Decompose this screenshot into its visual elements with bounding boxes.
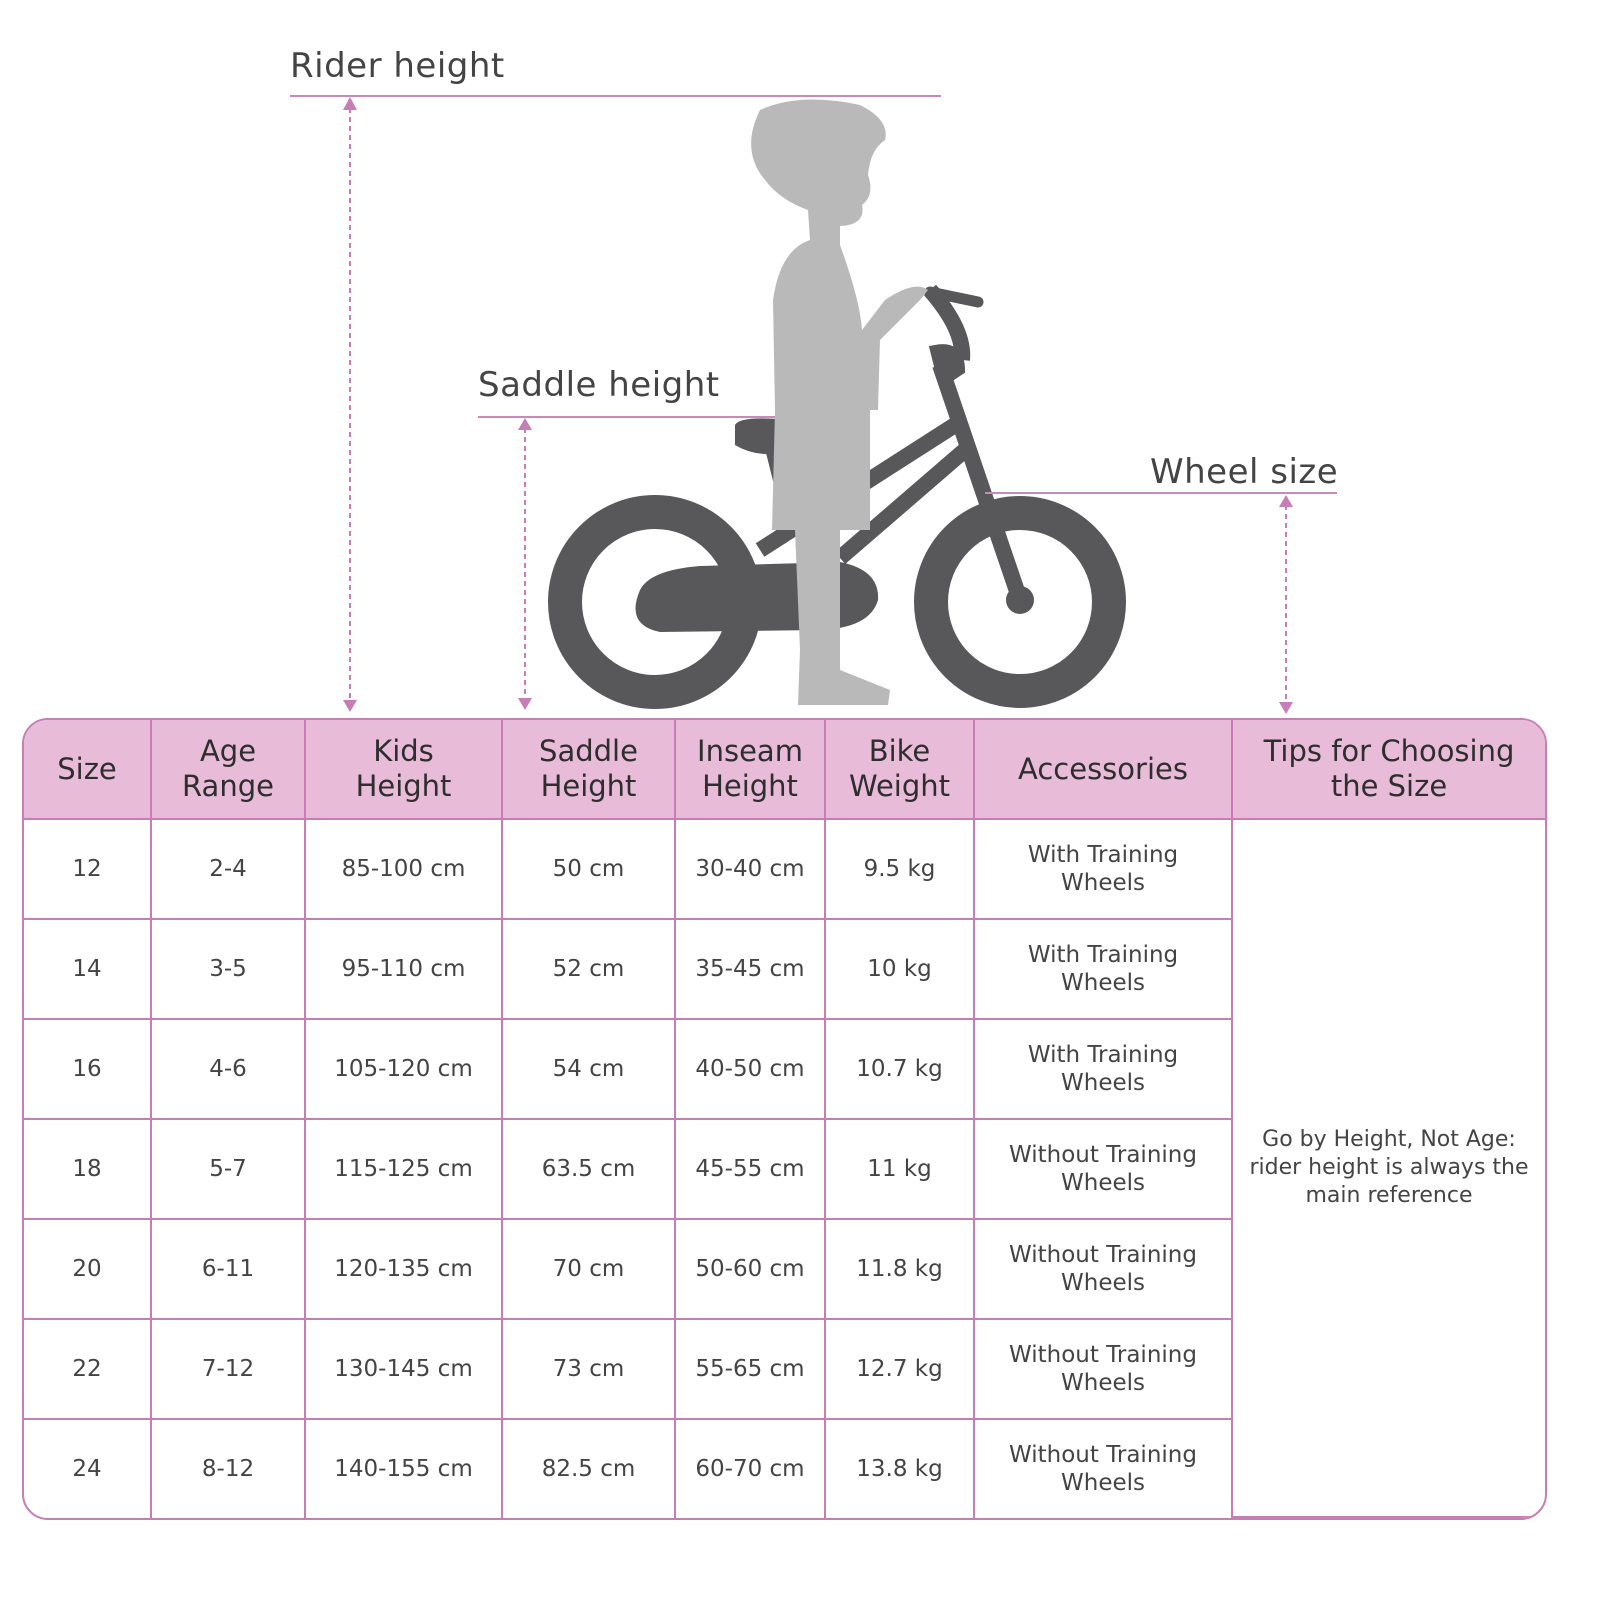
column-header-saddle-height: Saddle Height [503,720,676,820]
column-header-size: Size [24,720,152,820]
cell-bike-weight: 12.7 kg [826,1320,975,1420]
cell-saddle-height: 73 cm [503,1320,676,1420]
cell-accessories: Without Training Wheels [975,1120,1233,1220]
cell-size: 12 [24,820,152,920]
saddle-height-label: Saddle height [478,365,720,405]
cell-bike-weight: 13.8 kg [826,1420,975,1518]
cell-saddle-height: 54 cm [503,1020,676,1120]
cell-accessories: Without Training Wheels [975,1420,1233,1518]
arrow-up-icon [1279,495,1293,507]
wheel-size-label: Wheel size [1150,452,1339,492]
cell-bike-weight: 11 kg [826,1120,975,1220]
cell-accessories: With Training Wheels [975,820,1233,920]
cell-age-range: 5-7 [152,1120,306,1220]
table-row: 24 8-12 140-155 cm 82.5 cm 60-70 cm 13.8 kg Wi… [24,1420,1545,1518]
table-row: 18 5-7 115-125 cm 63.5 cm 45-55 cm 11 kg Witho… [24,1120,1545,1220]
column-header-tips: Tips for Choosing the Size [1233,720,1545,820]
cell-bike-weight: 11.8 kg [826,1220,975,1320]
table-row: 20 6-11 120-135 cm 70 cm 50-60 cm 11.8 kg With… [24,1220,1545,1320]
cell-age-range: 3-5 [152,920,306,1020]
cell-saddle-height: 50 cm [503,820,676,920]
cell-kids-height: 130-145 cm [306,1320,503,1420]
table-row: 16 4-6 105-120 cm 54 cm 40-50 cm 10.7 kg With … [24,1020,1545,1120]
arrow-down-icon [1279,702,1293,714]
table-row: 12 2-4 85-100 cm 50 cm 30-40 cm 9.5 kg With Tr… [24,820,1545,1518]
cell-inseam-height: 60-70 cm [676,1420,826,1518]
cell-accessories: With Training Wheels [975,1020,1233,1120]
cell-kids-height: 120-135 cm [306,1220,503,1320]
cell-saddle-height: 63.5 cm [503,1120,676,1220]
cell-accessories: Without Training Wheels [975,1220,1233,1320]
rider-height-label: Rider height [290,46,505,86]
cell-size: 22 [24,1320,152,1420]
cell-inseam-height: 30-40 cm [676,820,826,920]
cell-kids-height: 85-100 cm [306,820,503,920]
cell-inseam-height: 45-55 cm [676,1120,826,1220]
cell-age-range: 2-4 [152,820,306,920]
column-header-bike-weight: Bike Weight [826,720,975,820]
cell-accessories: With Training Wheels [975,920,1233,1020]
child-bike-illustration [290,95,1337,714]
cell-size: 20 [24,1220,152,1320]
cell-saddle-height: 82.5 cm [503,1420,676,1518]
size-chart-table: Size Age Range Kids Height Saddle Height Inseam… [22,718,1547,1520]
cell-size: 16 [24,1020,152,1120]
cell-inseam-height: 35-45 cm [676,920,826,1020]
cell-age-range: 7-12 [152,1320,306,1420]
cell-kids-height: 140-155 cm [306,1420,503,1518]
arrow-up-icon [518,418,532,430]
cell-size: 14 [24,920,152,1020]
cell-age-range: 6-11 [152,1220,306,1320]
cell-kids-height: 115-125 cm [306,1120,503,1220]
cell-saddle-height: 52 cm [503,920,676,1020]
cell-inseam-height: 40-50 cm [676,1020,826,1120]
cell-bike-weight: 10 kg [826,920,975,1020]
cell-kids-height: 95-110 cm [306,920,503,1020]
column-header-kids-height: Kids Height [306,720,503,820]
column-header-age-range: Age Range [152,720,306,820]
table-header-row: Size Age Range Kids Height Saddle Height Inseam… [24,720,1545,820]
cell-accessories: Without Training Wheels [975,1320,1233,1420]
cell-bike-weight: 9.5 kg [826,820,975,920]
cell-inseam-height: 50-60 cm [676,1220,826,1320]
cell-kids-height: 105-120 cm [306,1020,503,1120]
arrow-up-icon [343,97,357,110]
cell-saddle-height: 70 cm [503,1220,676,1320]
cell-age-range: 4-6 [152,1020,306,1120]
cell-size: 18 [24,1120,152,1220]
column-header-accessories: Accessories [975,720,1233,820]
column-header-inseam-height: Inseam Height [676,720,826,820]
arrow-down-icon [343,700,357,712]
cell-inseam-height: 55-65 cm [676,1320,826,1420]
cell-size: 24 [24,1420,152,1518]
table-row: 14 3-5 95-110 cm 52 cm 35-45 cm 10 kg With Tra… [24,920,1545,1020]
child-silhouette-icon [751,99,928,705]
table-row: 22 7-12 130-145 cm 73 cm 55-65 cm 12.7 kg With… [24,1320,1545,1420]
cell-tips: Go by Height, Not Age: rider height is al… [1233,820,1545,1518]
cell-age-range: 8-12 [152,1420,306,1518]
arrow-down-icon [518,698,532,710]
cell-bike-weight: 10.7 kg [826,1020,975,1120]
